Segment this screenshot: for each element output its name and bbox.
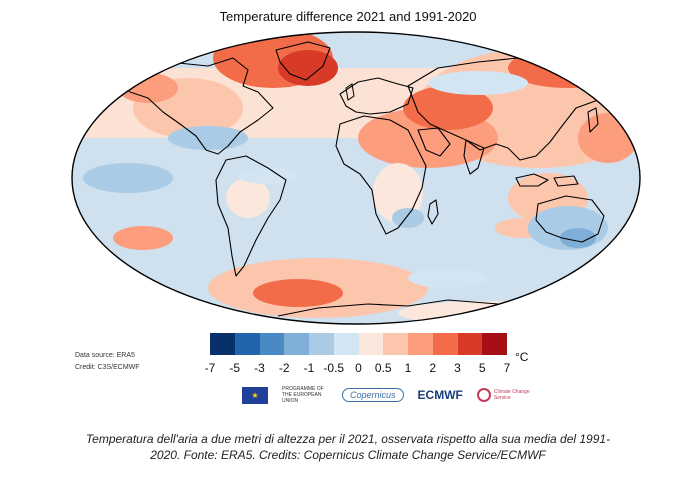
credit-text: Credit: C3S/ECMWF bbox=[75, 364, 140, 371]
caption-line-2: 2020. Fonte: ERA5. Credits: Copernicus C… bbox=[150, 448, 546, 462]
colorbar-tick-label: -7 bbox=[204, 361, 216, 375]
colorbar-swatch bbox=[383, 333, 408, 355]
colorbar-tick-label: -2 bbox=[278, 361, 290, 375]
colorbar-swatch bbox=[210, 333, 235, 355]
colorbar-tick-label: 0.5 bbox=[374, 361, 392, 375]
ecmwf-logo: ECMWF bbox=[417, 388, 463, 402]
colorbar-tick-label: 3 bbox=[454, 361, 461, 375]
map-title: Temperature difference 2021 and 1991-202… bbox=[219, 9, 477, 24]
temperature-anomaly-map bbox=[71, 31, 641, 325]
caption-line-1: Temperatura dell'aria a due metri di alt… bbox=[85, 432, 611, 446]
data-source-text: Data source: ERA5 bbox=[75, 352, 135, 359]
c3s-logo: Climate Change Service bbox=[476, 388, 530, 402]
globe-outline bbox=[71, 31, 641, 325]
colorbar-swatch bbox=[309, 333, 334, 355]
colorbar-ticks: -7 -5 -3 -2 -1 -0.5 0 0.5 1 2 3 5 7 bbox=[196, 361, 526, 377]
colorbar-tick-label: 0 bbox=[355, 361, 362, 375]
eu-flag-icon: ★ bbox=[242, 386, 268, 404]
colorbar-tick-label: -3 bbox=[254, 361, 265, 375]
colorbar-swatch bbox=[284, 333, 309, 355]
colorbar-tick-label: 1 bbox=[404, 361, 412, 375]
c3s-text: Climate Change Service bbox=[493, 389, 530, 401]
figure-caption: Temperatura dell'aria a due metri di alt… bbox=[20, 431, 676, 463]
colorbar-swatch bbox=[432, 333, 458, 355]
colorbar-tick-label: -5 bbox=[229, 361, 241, 375]
colorbar-tick-label: -0.5 bbox=[323, 361, 345, 375]
eu-programme-text: PROGRAMME OF THE EUROPEAN UNION bbox=[282, 386, 324, 404]
colorbar-swatch bbox=[482, 333, 507, 355]
colorbar-tick-label: 5 bbox=[478, 361, 486, 375]
colorbar-tick-label: 7 bbox=[503, 361, 511, 375]
colorbar bbox=[210, 333, 507, 355]
uk-coastline bbox=[345, 83, 355, 101]
colorbar-swatch bbox=[333, 333, 359, 355]
colorbar-tick-label: 2 bbox=[429, 361, 437, 375]
copernicus-logo: Copernicus bbox=[342, 388, 404, 402]
colorbar-swatch bbox=[234, 333, 260, 355]
colorbar-swatch bbox=[457, 333, 483, 355]
logo-strip: ★ PROGRAMME OF THE EUROPEAN UNION Copern… bbox=[242, 383, 530, 407]
colorbar-unit: °C bbox=[515, 350, 529, 364]
colorbar-swatch bbox=[259, 333, 285, 355]
colorbar-swatch bbox=[358, 333, 384, 355]
warm-anomaly-regions bbox=[72, 32, 640, 324]
c3s-circle-icon bbox=[476, 388, 491, 402]
colorbar-tick-label: -1 bbox=[303, 361, 315, 375]
colorbar-swatch bbox=[408, 333, 433, 355]
